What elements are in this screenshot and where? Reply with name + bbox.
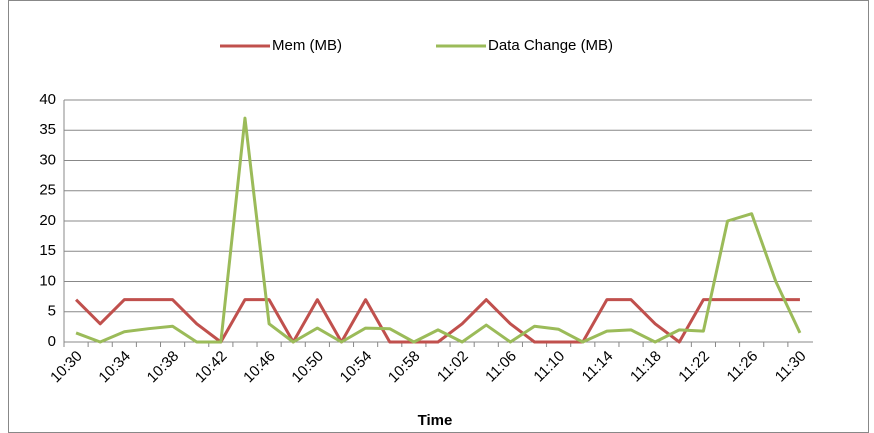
chart-frame [8, 0, 869, 433]
series-line [75, 116, 802, 344]
legend-label: Mem (MB) [272, 37, 342, 54]
series-line [75, 298, 800, 344]
y-tick-label: 40 [39, 91, 56, 108]
y-tick-label: 25 [39, 182, 56, 199]
y-tick-label: 20 [39, 212, 56, 229]
y-tick-label: 5 [48, 303, 56, 320]
y-tick-label: 35 [39, 121, 56, 138]
x-axis-title: Time [418, 412, 453, 429]
y-tick-label: 0 [48, 333, 56, 350]
y-tick-label: 30 [39, 151, 56, 168]
legend-label: Data Change (MB) [488, 37, 613, 54]
y-tick-label: 15 [39, 242, 56, 259]
y-tick-label: 10 [39, 272, 56, 289]
